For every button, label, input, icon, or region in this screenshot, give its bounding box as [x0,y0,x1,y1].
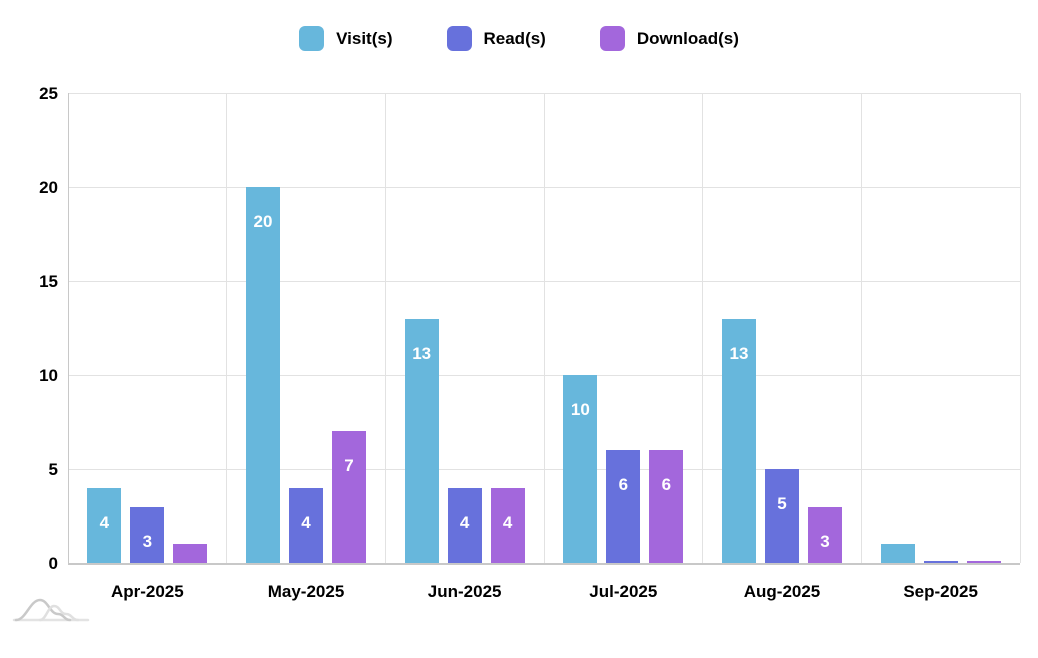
gridline-vertical [226,93,228,563]
legend-label: Download(s) [636,29,739,48]
y-axis-tick-label: 10 [39,366,58,385]
legend-item-visits[interactable]: Visit(s) [299,26,393,51]
bar-visits[interactable]: 10 [563,375,598,563]
bar-value-label: 3 [142,531,153,551]
bar-downloads[interactable]: 4 [490,487,525,563]
bar-value-label: 4 [301,512,311,532]
gridline-vertical [543,93,545,563]
bar-reads[interactable]: 6 [606,450,641,563]
bar-downloads[interactable]: 3 [808,506,842,563]
bar-value-label: 4 [99,512,110,532]
x-axis-category-label: Apr-2025 [110,582,184,601]
bar-value-label: 10 [570,400,590,419]
y-axis-line [68,93,69,563]
bar-reads[interactable]: 4 [447,487,482,563]
bar-downloads[interactable]: 7 [332,431,366,563]
bar-value-label: 13 [729,343,749,363]
y-axis-tick-label: 0 [48,554,58,573]
y-axis-tick-label: 5 [48,460,58,479]
bar-visits[interactable]: 13 [722,318,756,563]
bar-value-label: 20 [253,212,273,231]
bar-visits[interactable]: 4 [87,487,122,563]
legend-swatch-icon [446,26,472,51]
bar-value-label: 4 [502,512,513,532]
legend-item-downloads[interactable]: Download(s) [599,26,739,51]
x-axis-category-label: May-2025 [267,582,345,601]
x-axis-category-label: Jun-2025 [427,582,502,601]
x-axis-baseline [68,563,1020,565]
bar-value-label: 6 [661,475,672,495]
bar-visits[interactable]: 20 [246,187,280,563]
legend-swatch-icon [599,26,625,51]
bar-visits[interactable]: 13 [404,318,439,563]
bar-value-label: 13 [412,343,432,363]
bar-downloads[interactable] [966,561,1001,563]
x-axis-category-label: Aug-2025 [743,582,821,601]
y-axis-tick-label: 25 [39,84,58,103]
bar-reads[interactable] [923,561,958,563]
bar-visits[interactable] [880,544,915,563]
bar-downloads[interactable]: 6 [649,450,684,563]
bar-downloads[interactable] [173,544,208,563]
gridline-vertical [702,93,704,563]
legend-label: Read(s) [483,29,546,48]
legend-item-reads[interactable]: Read(s) [446,26,546,51]
bar-reads[interactable]: 3 [130,506,165,563]
chart-watermark[interactable] [12,594,90,633]
bar-value-label: 7 [344,456,354,476]
bar-value-label: 6 [618,475,629,495]
legend-swatch-icon [299,26,325,51]
gridline-vertical [860,93,862,563]
y-axis-tick-label: 20 [39,178,58,197]
bar-reads[interactable]: 4 [289,487,323,563]
bar-value-label: 5 [777,494,787,513]
bar-value-label: 3 [820,531,830,551]
bar-value-label: 4 [459,512,470,532]
bar-reads[interactable]: 5 [765,469,799,563]
legend-label: Visit(s) [336,29,393,48]
gridline-vertical [1019,93,1021,563]
wave-logo-icon [12,598,90,622]
chart-legend: Visit(s) Read(s) Download(s) [0,26,1038,51]
x-axis-category-label: Jul-2025 [589,582,658,601]
y-axis-tick-label: 15 [39,272,58,291]
gridline-vertical [384,93,386,563]
x-axis-category-label: Sep-2025 [903,582,978,601]
